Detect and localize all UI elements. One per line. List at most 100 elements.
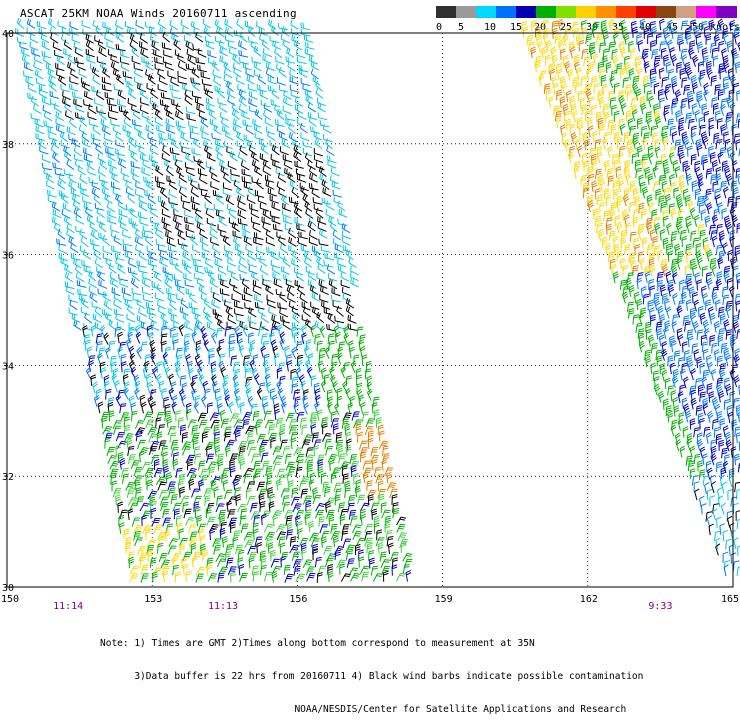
wind-barb bbox=[92, 86, 101, 93]
wind-barb bbox=[262, 39, 269, 49]
wind-barb bbox=[241, 524, 248, 533]
wind-barb bbox=[190, 293, 197, 304]
wind-barb bbox=[332, 181, 340, 189]
wind-barb bbox=[676, 111, 681, 122]
wind-barb bbox=[208, 403, 213, 413]
wind-barb bbox=[590, 48, 595, 59]
wind-barb bbox=[16, 28, 25, 36]
wind-barb bbox=[117, 99, 126, 107]
wind-barb bbox=[53, 209, 61, 218]
wind-barb bbox=[592, 105, 597, 116]
wind-barb bbox=[234, 301, 243, 308]
wind-barb bbox=[225, 446, 230, 457]
wind-barb bbox=[649, 203, 654, 214]
wind-barb bbox=[309, 116, 316, 126]
wind-barb bbox=[248, 26, 255, 36]
wind-barb bbox=[134, 468, 142, 477]
wind-barb bbox=[209, 109, 216, 119]
wind-barb bbox=[358, 495, 365, 504]
wind-barb bbox=[649, 153, 654, 165]
wind-barb bbox=[303, 148, 312, 156]
wind-barb bbox=[56, 112, 64, 121]
wind-barb bbox=[193, 44, 202, 51]
wind-barb bbox=[183, 313, 190, 323]
wind-barb bbox=[624, 132, 629, 143]
wind-barb bbox=[247, 75, 255, 84]
wind-barb bbox=[240, 57, 249, 64]
wind-barb bbox=[172, 33, 180, 42]
wind-barb bbox=[61, 193, 68, 204]
wind-barb bbox=[151, 402, 156, 413]
wind-barb bbox=[337, 306, 344, 317]
wind-barb bbox=[152, 41, 160, 51]
wind-barb bbox=[224, 141, 233, 149]
wind-barb bbox=[74, 146, 82, 156]
wind-barb bbox=[273, 224, 282, 231]
wind-barb bbox=[241, 161, 249, 170]
wind-barb bbox=[294, 151, 301, 161]
wind-barb bbox=[706, 433, 711, 444]
wind-barb bbox=[687, 222, 692, 233]
wind-barb bbox=[135, 236, 143, 245]
wind-barb bbox=[609, 231, 615, 241]
wind-barb bbox=[153, 572, 158, 583]
wind-barb bbox=[269, 501, 274, 512]
wind-barb bbox=[180, 544, 185, 555]
wind-barb bbox=[167, 417, 172, 428]
wind-barb bbox=[131, 161, 140, 168]
wind-barb bbox=[143, 226, 152, 233]
wind-barb bbox=[635, 245, 640, 256]
wind-barb bbox=[300, 418, 306, 428]
wind-barb bbox=[292, 488, 298, 498]
wind-barb bbox=[139, 307, 147, 316]
wind-barb bbox=[276, 525, 286, 533]
wind-barb bbox=[147, 180, 155, 189]
wind-barb bbox=[273, 272, 281, 280]
wind-barb bbox=[320, 120, 329, 127]
wind-barb bbox=[373, 574, 382, 582]
wind-barb bbox=[132, 288, 141, 295]
wind-barb bbox=[279, 85, 288, 92]
wind-barb bbox=[707, 278, 713, 290]
wind-barb bbox=[151, 508, 156, 519]
wind-barb bbox=[109, 411, 114, 422]
wind-barb bbox=[203, 550, 208, 561]
wind-barb bbox=[549, 97, 554, 108]
wind-barb bbox=[165, 104, 173, 114]
wind-barb bbox=[639, 341, 645, 353]
wind-barb bbox=[308, 271, 316, 281]
longitude-label: 156 bbox=[289, 594, 307, 605]
wind-barb bbox=[201, 72, 210, 79]
wind-barb bbox=[109, 263, 116, 273]
wind-barb bbox=[383, 571, 388, 582]
wind-barb bbox=[104, 300, 112, 310]
wind-barb bbox=[116, 131, 124, 141]
wind-barb bbox=[109, 112, 118, 120]
wind-barb bbox=[608, 147, 613, 158]
wind-barb bbox=[224, 245, 233, 253]
wind-barb bbox=[665, 33, 670, 45]
wind-barb bbox=[686, 174, 692, 185]
wind-barb bbox=[317, 312, 324, 323]
wind-barb bbox=[163, 267, 172, 275]
wind-barb bbox=[71, 69, 79, 79]
wind-barb bbox=[156, 418, 162, 428]
wind-barb bbox=[272, 145, 279, 155]
wind-barb bbox=[205, 88, 212, 98]
wind-barb bbox=[147, 480, 152, 491]
wind-barb bbox=[620, 47, 626, 59]
wind-barb bbox=[86, 40, 93, 50]
wind-barb bbox=[351, 266, 359, 275]
wind-barb bbox=[123, 239, 132, 246]
wind-barb bbox=[255, 294, 264, 302]
wind-barb bbox=[138, 130, 146, 140]
wind-barb bbox=[215, 19, 223, 29]
wind-barb bbox=[253, 355, 258, 366]
wind-barb bbox=[151, 88, 158, 98]
wind-barb bbox=[94, 194, 101, 204]
wind-barb bbox=[238, 441, 247, 449]
wind-barb bbox=[646, 356, 651, 367]
wind-barb bbox=[61, 140, 69, 148]
wind-barb bbox=[382, 460, 387, 471]
wind-barb bbox=[106, 347, 111, 359]
